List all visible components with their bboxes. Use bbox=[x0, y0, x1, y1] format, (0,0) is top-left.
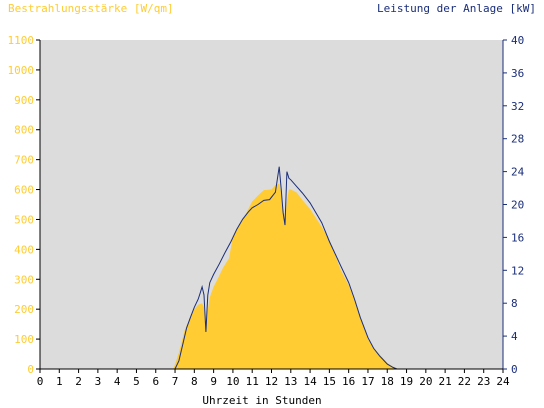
y-right-tick-label: 36 bbox=[511, 67, 524, 80]
y-left-tick-label: 1100 bbox=[8, 34, 35, 47]
x-tick-label: 16 bbox=[342, 375, 355, 388]
y-left-tick-label: 900 bbox=[14, 94, 34, 107]
x-tick-label: 13 bbox=[284, 375, 297, 388]
x-tick-label: 1 bbox=[56, 375, 63, 388]
y-right-tick-label: 28 bbox=[511, 133, 524, 146]
x-tick-label: 20 bbox=[419, 375, 432, 388]
y-right-tick-label: 8 bbox=[511, 297, 518, 310]
x-tick-label: 8 bbox=[191, 375, 198, 388]
y-right-tick-label: 12 bbox=[511, 264, 524, 277]
y-left-tick-label: 200 bbox=[14, 303, 34, 316]
power-line bbox=[40, 166, 503, 370]
x-axis-title: Uhrzeit in Stunden bbox=[202, 394, 321, 407]
y-left-tick-label: 800 bbox=[14, 124, 34, 137]
y-left-tick-label: 300 bbox=[14, 273, 34, 286]
x-tick-label: 15 bbox=[323, 375, 336, 388]
x-tick-label: 12 bbox=[265, 375, 278, 388]
x-tick-label: 5 bbox=[133, 375, 140, 388]
x-tick-label: 3 bbox=[95, 375, 102, 388]
y-left-tick-label: 1000 bbox=[8, 64, 35, 77]
y-left-tick-label: 400 bbox=[14, 243, 34, 256]
x-tick-label: 14 bbox=[303, 375, 317, 388]
left-axis-title: Bestrahlungsstärke [W/qm] bbox=[8, 2, 174, 15]
x-tick-label: 2 bbox=[75, 375, 82, 388]
x-tick-label: 0 bbox=[37, 375, 44, 388]
y-right-tick-label: 40 bbox=[511, 34, 524, 47]
x-tick-label: 18 bbox=[381, 375, 394, 388]
x-tick-label: 23 bbox=[477, 375, 490, 388]
y-right-tick-label: 20 bbox=[511, 199, 524, 212]
y-right-tick-label: 0 bbox=[511, 363, 518, 376]
x-tick-label: 19 bbox=[400, 375, 413, 388]
x-tick-label: 7 bbox=[172, 375, 179, 388]
y-left-tick-label: 600 bbox=[14, 184, 34, 197]
x-tick-label: 22 bbox=[458, 375, 471, 388]
y-left-tick-label: 700 bbox=[14, 154, 34, 167]
tick-marks bbox=[36, 39, 507, 373]
irradiance-area bbox=[40, 183, 503, 369]
y-left-tick-label: 0 bbox=[27, 363, 34, 376]
y-left-tick-label: 100 bbox=[14, 333, 34, 346]
y-right-tick-label: 32 bbox=[511, 100, 524, 113]
tick-labels: 0 1 2 3 4 5 6 7 8 9 10 11 12 13 14 15 16 17 18 19 20 21 22 23 24… bbox=[8, 34, 525, 388]
y-right-tick-label: 24 bbox=[511, 166, 525, 179]
x-tick-label: 17 bbox=[361, 375, 374, 388]
x-tick-label: 6 bbox=[152, 375, 159, 388]
x-tick-label: 4 bbox=[114, 375, 121, 388]
x-tick-label: 24 bbox=[496, 375, 510, 388]
y-left-tick-label: 500 bbox=[14, 213, 34, 226]
y-right-tick-label: 16 bbox=[511, 231, 524, 244]
y-right-tick-label: 4 bbox=[511, 330, 518, 343]
right-axis-title: Leistung der Anlage [kW] bbox=[377, 2, 536, 15]
x-tick-label: 10 bbox=[226, 375, 239, 388]
x-tick-label: 11 bbox=[246, 375, 259, 388]
x-tick-label: 9 bbox=[210, 375, 217, 388]
x-tick-label: 21 bbox=[439, 375, 452, 388]
